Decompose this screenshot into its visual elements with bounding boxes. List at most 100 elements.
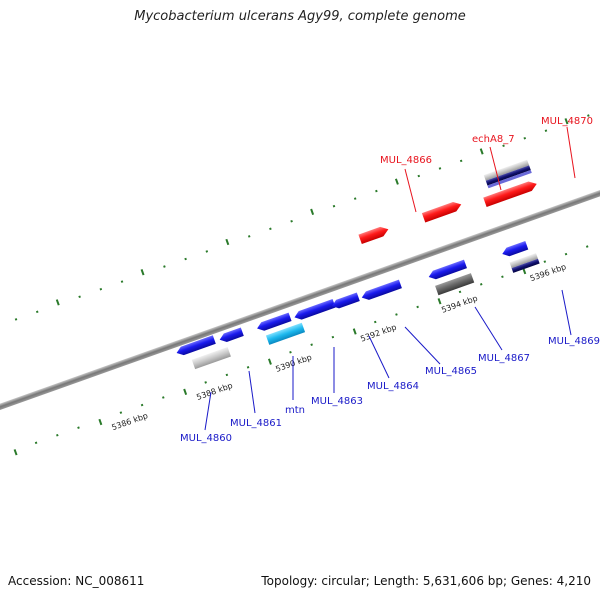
minor-tick: [140, 403, 144, 407]
gene-label[interactable]: MUL_4866: [380, 155, 432, 166]
minor-tick: [77, 426, 80, 429]
gene-label[interactable]: MUL_4860: [180, 433, 232, 444]
minor-tick: [78, 295, 81, 299]
gene-arrow[interactable]: [501, 241, 529, 258]
scale-label: 5390 kbp: [274, 353, 313, 374]
minor-tick: [353, 197, 357, 200]
minor-tick: [587, 114, 590, 117]
minor-tick: [375, 189, 378, 193]
minor-tick: [225, 373, 229, 377]
minor-tick: [247, 235, 251, 238]
minor-tick: [373, 320, 377, 324]
cyan-gene[interactable]: [265, 322, 306, 345]
map-title: Mycobacterium ulcerans Agy99, complete g…: [134, 9, 466, 24]
scale-label: 5392 kbp: [359, 323, 398, 344]
minor-tick: [332, 204, 336, 208]
major-tick: [394, 178, 399, 185]
feature-blocks-lower: [191, 253, 540, 370]
minor-tick: [501, 275, 504, 279]
minus-strand-genes: [175, 241, 529, 357]
minor-tick: [289, 350, 292, 354]
minor-tick: [34, 441, 38, 445]
minor-tick: [458, 290, 462, 294]
feature-block: [483, 159, 530, 181]
gene-label[interactable]: mtn: [285, 405, 305, 416]
gene-arrow[interactable]: [293, 299, 336, 322]
minor-tick: [120, 280, 124, 283]
minor-tick: [502, 144, 505, 148]
minor-tick: [585, 245, 589, 248]
plus-strand-genes: [358, 179, 538, 245]
gene-label[interactable]: MUL_4869: [548, 336, 600, 347]
minor-tick: [417, 174, 421, 178]
major-tick: [437, 298, 442, 305]
minor-tick: [543, 260, 547, 263]
accession-label: Accession: NC_008611: [8, 574, 145, 588]
major-tick: [183, 388, 188, 396]
minor-tick: [479, 283, 483, 286]
minor-tick: [290, 219, 293, 223]
major-tick: [564, 118, 569, 125]
minor-tick: [310, 343, 313, 346]
feature-block: [191, 347, 231, 370]
feature-block: [509, 253, 538, 269]
major-tick: [267, 358, 272, 365]
gene-arrow[interactable]: [218, 327, 244, 344]
scale-label: 5388 kbp: [195, 381, 234, 402]
gene-label[interactable]: echA8_7: [472, 134, 515, 145]
scale-label: 5396 kbp: [529, 262, 568, 283]
scale-label: 5386 kbp: [111, 411, 150, 432]
gene-label[interactable]: MUL_4863: [311, 396, 363, 407]
gene-label[interactable]: MUL_4861: [230, 418, 282, 429]
minor-tick: [163, 265, 166, 268]
minor-tick: [438, 167, 442, 170]
gene-arrow[interactable]: [256, 312, 292, 333]
gene-label[interactable]: MUL_4867: [478, 353, 530, 364]
gene-label[interactable]: MUL_4870: [541, 116, 593, 127]
minor-tick: [459, 159, 463, 163]
major-tick: [310, 208, 315, 215]
label-leaders: [204, 126, 576, 431]
gene-arrow[interactable]: [360, 279, 402, 302]
major-tick: [225, 238, 230, 246]
feature-block: [435, 273, 475, 296]
gene-arrow[interactable]: [175, 335, 216, 357]
minor-tick: [331, 335, 335, 339]
minor-tick: [14, 318, 18, 321]
major-tick: [522, 267, 527, 275]
gene-label[interactable]: MUL_4864: [367, 381, 419, 392]
minor-tick: [205, 250, 209, 253]
minor-tick: [162, 396, 165, 399]
minor-tick: [246, 366, 250, 369]
minor-tick: [35, 310, 39, 314]
minor-tick: [564, 252, 568, 256]
minor-tick: [544, 129, 548, 132]
feature-block: [487, 170, 532, 189]
genome-backbone: [0, 156, 600, 444]
minor-tick: [56, 433, 59, 437]
minor-tick: [119, 411, 123, 414]
major-tick: [140, 269, 145, 276]
major-tick: [13, 449, 18, 456]
major-tick: [479, 148, 484, 155]
gene-arrow[interactable]: [427, 259, 467, 282]
scale-ticks: [13, 114, 590, 456]
minor-tick: [269, 227, 272, 231]
scale-label: 5394 kbp: [440, 294, 479, 315]
major-tick: [98, 418, 103, 426]
minor-tick: [395, 313, 398, 316]
gene-arrow[interactable]: [358, 225, 390, 245]
minor-tick: [416, 305, 419, 309]
feature-block: [511, 258, 540, 273]
minor-tick: [523, 136, 527, 140]
gene-labels: MUL_4866 echA8_7 MUL_4870 MUL_4860 MUL_4…: [180, 116, 600, 444]
minor-tick: [204, 381, 207, 384]
genome-summary: Topology: circular; Length: 5,631,606 bp…: [261, 574, 591, 588]
gene-arrow[interactable]: [421, 200, 463, 223]
gene-arrow[interactable]: [330, 292, 360, 311]
gene-arrow[interactable]: [483, 179, 538, 208]
gene-label[interactable]: MUL_4865: [425, 366, 477, 377]
feature-block: [485, 165, 531, 186]
minor-tick: [99, 287, 103, 291]
